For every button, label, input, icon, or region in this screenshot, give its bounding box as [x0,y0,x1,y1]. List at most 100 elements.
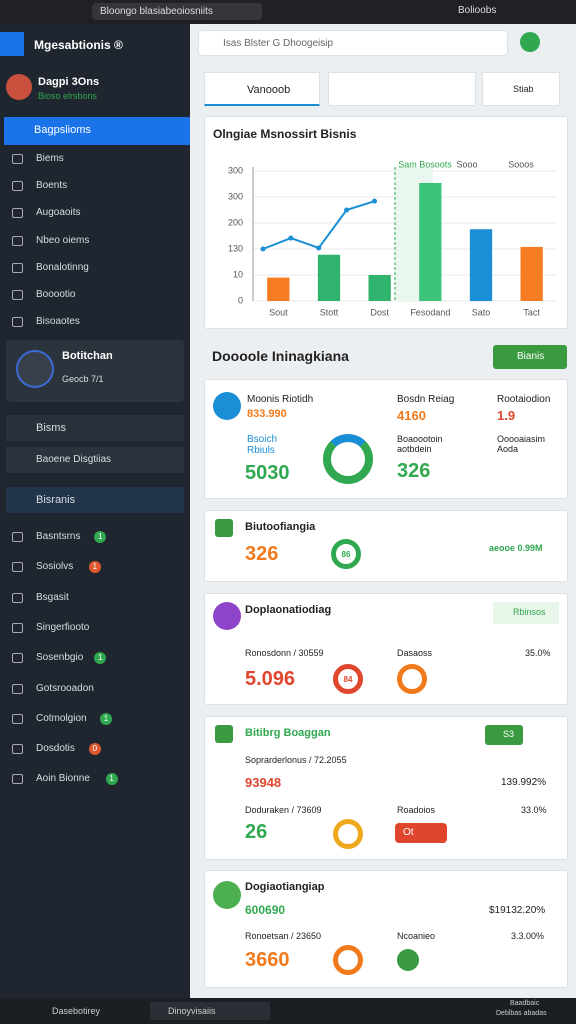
value: 326 [397,460,431,482]
x-tick-label: Stott [320,307,339,317]
tab[interactable] [328,72,476,106]
nav-item[interactable]: Boents [36,180,68,192]
nav-icon [12,622,23,633]
nav-icon [12,713,23,724]
label: Bsoich Rbiuls [247,434,278,456]
check-icon [215,519,233,537]
summary-card: Moonis Riotidh 833.990 Bosdn Reiag 4160 … [204,379,568,499]
nav-item[interactable]: Augoaoits [36,207,81,219]
nav-item[interactable]: Bsgasit [36,591,69,603]
y-tick-label: 0 [238,295,243,305]
sidebar-title: Mgesabtionis ® [34,38,123,52]
nav-item[interactable]: Dosdotis [36,743,75,755]
nav-item[interactable]: Sosenbgio [36,652,84,664]
clock: Baadbaic [510,1000,540,1007]
nav-icon [12,317,23,328]
label: Boaoootoin aotbdein [397,434,443,454]
section-button[interactable]: Bianis [493,345,567,369]
value: 139.992% [501,777,547,788]
y-tick-label: 300 [228,165,243,175]
gauge [397,664,427,694]
check-icon [215,725,233,743]
nav-item[interactable]: Sosiolvs [36,561,74,573]
stat-card: Biutoofiangia 326 86 aeooe 0.99M [204,510,568,582]
nav-item[interactable]: Bonalotinng [36,261,89,273]
y-tick-label: 200 [228,217,243,227]
section-title: Doooole Ininagkiana [212,348,349,364]
tab[interactable]: Vanooob [204,72,320,106]
label: Rootaiodion [497,394,551,405]
value: 35.0% [525,648,551,658]
badge: 1 [88,561,101,574]
nav-icon [12,744,23,755]
section[interactable]: Bisms [6,415,184,441]
bar [520,246,543,301]
taskbar-search[interactable]: Dinoyvisaiis [150,1002,270,1020]
stat-card: Dogiaotiangiap 600690 $19132.20% Ronoets… [204,870,568,988]
card-title: Dogiaotiangiap [245,881,325,893]
value: $19132.20% [489,905,546,916]
nav-item[interactable]: Gotsrooadon [36,682,94,694]
label: Bosdn Reiag [397,394,455,405]
bar [469,229,493,301]
y-tick-label: 10 [233,269,243,279]
pill: Ot [395,823,447,843]
nav-item[interactable]: Nbeo oiems [36,234,90,246]
label: Ronosdonn / 30559 [245,648,324,658]
nav-item[interactable]: Singerfiooto [36,621,90,633]
icon [213,881,241,909]
tab[interactable]: Stiab [482,72,560,106]
nav-icon [12,154,23,164]
chart: 0 10 130 200 300 300 Sout Stott Dost Fesodand Sato… [228,159,557,317]
action-button[interactable] [520,32,540,52]
menu-button[interactable] [0,32,24,56]
browser-tab[interactable]: Bloongo blasiabeoiosniits [92,3,262,20]
profile[interactable]: Bolioobs [458,5,497,16]
card-title: Bitibrg Boaggan [245,727,331,739]
nav-icon [12,235,23,246]
search-box[interactable]: Isas Blster G Dhoogeisip [198,30,508,56]
section[interactable]: Baoene Disgtiias [6,447,184,473]
nav-item[interactable]: Basntsrns [36,531,81,542]
label: Ncoanieo [397,931,436,941]
section[interactable]: Bisranis [6,487,184,513]
value: 600690 [245,903,286,917]
badge: 1 [105,773,118,786]
card-title: Biutoofiangia [245,521,316,533]
nav-item[interactable]: Bisoaotes [36,316,80,328]
status-dot [397,949,419,971]
nav-item[interactable]: Booootio [36,289,76,300]
line-point [344,207,350,213]
nav-icon [12,562,23,573]
gauge [333,819,363,849]
chart-title: Olngiae Msnossirt Bisnis [213,127,357,141]
label: Moonis Riotidh [247,394,314,405]
legend-label: Sooos [508,159,534,169]
user-sub: Bioso elrsbons [38,91,98,101]
nav-item[interactable]: Aoin Bionne [36,773,90,785]
nav-icon [12,774,23,785]
nav-icon [12,262,23,273]
nav-item[interactable]: Cotmolgion [36,712,87,724]
value: 1.9 [497,408,516,423]
x-tick-label: Sato [472,307,491,317]
nav-item[interactable]: Biems [36,153,64,164]
active-item[interactable]: Bagpslioms [4,117,190,145]
line-series [262,200,375,250]
gauge: 86 [331,539,361,569]
taskbar-item[interactable]: Dasebotirey [52,1006,101,1016]
profile-name: Botitchan [62,350,113,362]
x-tick-label: Sout [269,307,288,317]
x-tick-label: Fesodand [410,307,450,317]
x-tick-label: Dost [370,307,389,317]
y-tick-label: 300 [228,191,243,201]
value: 33.0% [521,805,547,815]
nav-icon [12,683,23,694]
value: 4160 [397,408,426,423]
value: 5030 [245,462,290,484]
line-point [371,198,377,204]
card-button[interactable]: Rbinsos [493,602,559,624]
legend-label: Sooo [456,159,477,169]
